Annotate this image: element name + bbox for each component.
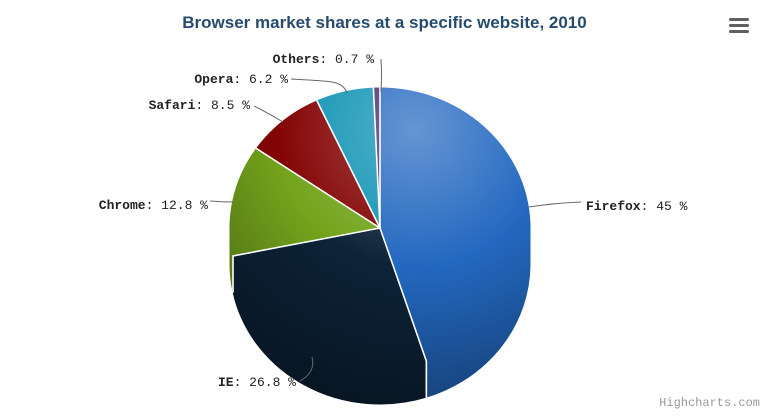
svg-text:Opera: 6.2 %: Opera: 6.2 % bbox=[194, 72, 288, 87]
svg-text:Others: 0.7 %: Others: 0.7 % bbox=[273, 52, 375, 67]
svg-text:Safari: 8.5 %: Safari: 8.5 % bbox=[149, 98, 251, 113]
svg-text:Chrome: 12.8 %: Chrome: 12.8 % bbox=[99, 198, 208, 213]
svg-text:IE: 26.8 %: IE: 26.8 % bbox=[218, 375, 296, 390]
svg-text:Firefox: 45 %: Firefox: 45 % bbox=[586, 199, 688, 214]
